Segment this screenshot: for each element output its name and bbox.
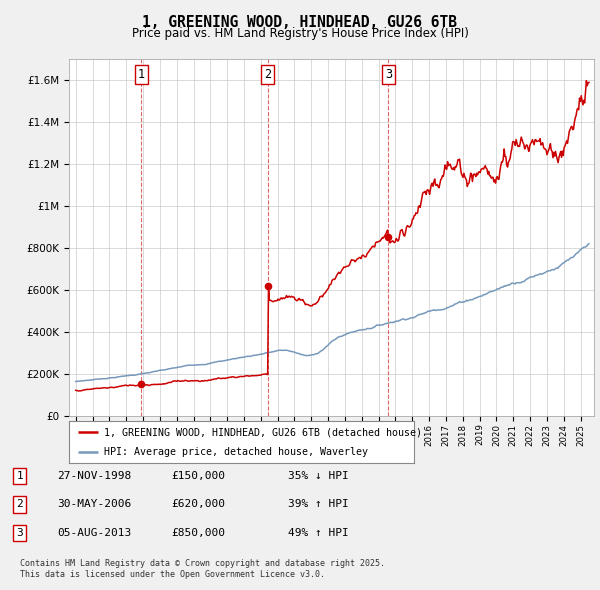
Text: 3: 3 bbox=[16, 528, 23, 537]
Text: £150,000: £150,000 bbox=[171, 471, 225, 481]
Text: This data is licensed under the Open Government Licence v3.0.: This data is licensed under the Open Gov… bbox=[20, 571, 325, 579]
Text: 27-NOV-1998: 27-NOV-1998 bbox=[57, 471, 131, 481]
Text: £620,000: £620,000 bbox=[171, 500, 225, 509]
Text: 05-AUG-2013: 05-AUG-2013 bbox=[57, 528, 131, 537]
Text: 2: 2 bbox=[16, 500, 23, 509]
Text: 35% ↓ HPI: 35% ↓ HPI bbox=[288, 471, 349, 481]
Text: 39% ↑ HPI: 39% ↑ HPI bbox=[288, 500, 349, 509]
Text: £850,000: £850,000 bbox=[171, 528, 225, 537]
Text: HPI: Average price, detached house, Waverley: HPI: Average price, detached house, Wave… bbox=[104, 447, 367, 457]
Text: Contains HM Land Registry data © Crown copyright and database right 2025.: Contains HM Land Registry data © Crown c… bbox=[20, 559, 385, 568]
Text: 2: 2 bbox=[265, 68, 271, 81]
Text: 1, GREENING WOOD, HINDHEAD, GU26 6TB: 1, GREENING WOOD, HINDHEAD, GU26 6TB bbox=[143, 15, 458, 30]
Text: 1: 1 bbox=[16, 471, 23, 481]
Text: 1: 1 bbox=[138, 68, 145, 81]
Text: Price paid vs. HM Land Registry's House Price Index (HPI): Price paid vs. HM Land Registry's House … bbox=[131, 27, 469, 40]
Text: 30-MAY-2006: 30-MAY-2006 bbox=[57, 500, 131, 509]
Text: 1, GREENING WOOD, HINDHEAD, GU26 6TB (detached house): 1, GREENING WOOD, HINDHEAD, GU26 6TB (de… bbox=[104, 427, 421, 437]
Text: 3: 3 bbox=[385, 68, 392, 81]
Text: 49% ↑ HPI: 49% ↑ HPI bbox=[288, 528, 349, 537]
